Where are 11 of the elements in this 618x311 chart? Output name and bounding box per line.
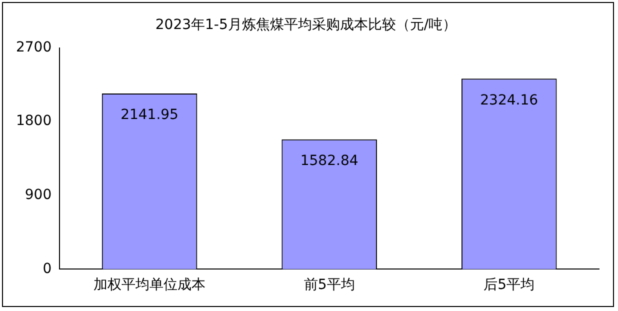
y-tick-label: 2700: [16, 39, 52, 56]
chart-title: 2023年1-5月炼焦煤平均采购成本比较（元/吨）: [155, 17, 457, 34]
data-label: 2141.95: [120, 107, 178, 124]
x-tick-label: 后5平均: [484, 277, 535, 294]
data-label: 2324.16: [480, 92, 538, 108]
x-tick-label: 前5平均: [304, 277, 355, 294]
x-tick-label: 加权平均单位成本: [94, 277, 206, 294]
y-tick-label: 0: [42, 260, 52, 277]
data-label: 1582.84: [300, 153, 358, 170]
y-tick-label: 1800: [16, 113, 52, 130]
y-tick-label: 900: [24, 187, 52, 204]
